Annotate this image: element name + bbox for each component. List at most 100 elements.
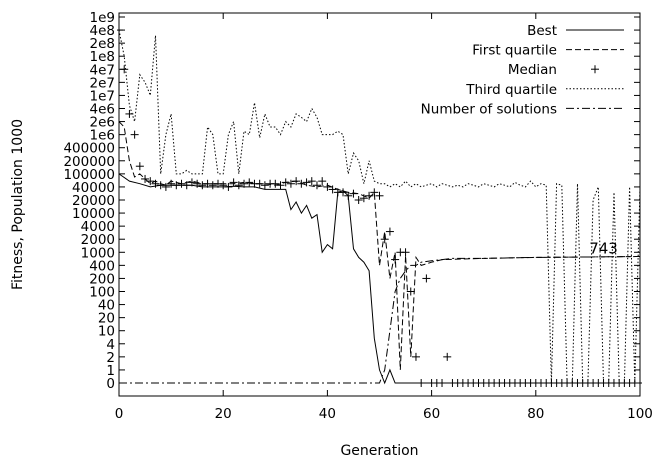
median-point	[156, 181, 165, 190]
y-tick-label: 400000	[63, 141, 115, 157]
median-point	[213, 179, 222, 188]
median-point	[219, 181, 228, 190]
median-point	[328, 185, 337, 194]
series-median	[117, 26, 642, 387]
x-axis-title: Generation	[340, 443, 418, 459]
y-tick-label: 1e7	[90, 88, 115, 104]
y-tick-label: 20000	[72, 193, 115, 209]
y-tick-label: 10	[98, 324, 115, 340]
median-point	[167, 179, 176, 188]
x-tick-label: 20	[215, 406, 232, 422]
y-tick-label: 1	[106, 363, 115, 379]
series-third-quartile-line	[118, 30, 641, 384]
y-tick-label: 1e8	[90, 49, 115, 65]
x-tick-label: 0	[115, 406, 124, 422]
median-point	[234, 181, 243, 190]
median-point	[417, 379, 426, 387]
y-tick-label: 1000	[81, 245, 115, 261]
y-tick-label: 1e9	[90, 10, 115, 26]
series-best-line	[118, 173, 640, 385]
median-point	[391, 255, 400, 264]
annotation-label: 743	[589, 240, 618, 258]
median-point	[365, 191, 374, 200]
series-first-quartile-line	[118, 121, 641, 370]
median-point	[443, 352, 452, 361]
y-tick-label: 100	[89, 285, 115, 301]
annotations: 743	[589, 240, 618, 258]
y-tick-label: 2e7	[90, 75, 115, 91]
legend-swatch-median	[591, 65, 599, 74]
median-point	[401, 248, 410, 257]
median-point	[203, 179, 212, 188]
median-point	[354, 196, 363, 204]
median-point	[172, 181, 181, 190]
legend-label-number-of-solutions: Number of solutions	[421, 101, 557, 117]
median-point	[344, 191, 353, 200]
y-tick-label: 100000	[63, 167, 115, 183]
y-tick-label: 40000	[72, 180, 115, 196]
y-tick-label: 200000	[63, 154, 115, 170]
legend-label-median: Median	[508, 62, 557, 78]
median-point	[240, 179, 249, 188]
median-point	[255, 179, 264, 188]
median-point	[224, 182, 233, 191]
median-point	[636, 379, 642, 387]
median-point	[370, 188, 379, 197]
median-point	[375, 191, 384, 200]
median-point	[323, 182, 332, 191]
median-point	[318, 177, 327, 186]
median-point	[422, 274, 431, 283]
y-tick-label: 1e6	[90, 128, 115, 144]
y-tick-label: 4e7	[90, 62, 115, 78]
median-point	[245, 178, 254, 187]
median-point	[339, 188, 348, 197]
median-point	[135, 162, 144, 171]
median-point	[276, 181, 285, 190]
median-point	[208, 181, 217, 190]
median-point	[182, 181, 191, 190]
median-point	[187, 178, 196, 187]
y-tick-label: 400	[89, 258, 115, 274]
median-point	[198, 181, 207, 190]
median-point	[281, 178, 290, 187]
median-point	[359, 194, 368, 203]
median-point	[349, 189, 358, 198]
y-tick-label: 10000	[72, 206, 115, 222]
median-point	[193, 179, 202, 188]
median-point	[380, 235, 389, 244]
median-point	[438, 379, 447, 387]
y-tick-label: 200	[89, 271, 115, 287]
median-point	[161, 182, 170, 191]
y-tick-label: 0	[106, 376, 115, 392]
y-tick-label: 20	[98, 311, 115, 327]
legend-label-best: Best	[527, 23, 557, 39]
legend-label-first-quartile: First quartile	[472, 43, 557, 59]
y-axis-title: Fitness, Population 1000	[10, 119, 26, 290]
x-tick-label: 80	[527, 406, 544, 422]
median-point	[120, 65, 129, 74]
median-point	[286, 179, 295, 188]
y-tick-label: 2000	[81, 232, 115, 248]
y-tick-label: 4e6	[90, 102, 115, 118]
median-point	[229, 178, 238, 187]
x-tick-label: 100	[627, 406, 653, 422]
median-point	[406, 287, 415, 296]
median-point	[385, 227, 394, 236]
median-point	[312, 181, 321, 190]
x-tick-label: 40	[319, 406, 336, 422]
median-point	[141, 174, 150, 183]
median-point	[146, 177, 155, 186]
series-layer	[117, 26, 642, 387]
median-point	[151, 179, 160, 188]
plot-frame	[118, 12, 641, 397]
y-tick-label: 4e8	[90, 23, 115, 39]
axis-ticks: 0124102040100200400100020004000100002000…	[63, 10, 652, 422]
y-tick-label: 2e6	[90, 115, 115, 131]
y-tick-label: 2	[106, 350, 115, 366]
median-point	[130, 130, 139, 139]
x-tick-label: 60	[423, 406, 440, 422]
median-point	[260, 181, 269, 190]
legend: Best First quartile Median Third quartile Nu…	[421, 23, 624, 117]
median-point	[271, 179, 280, 188]
